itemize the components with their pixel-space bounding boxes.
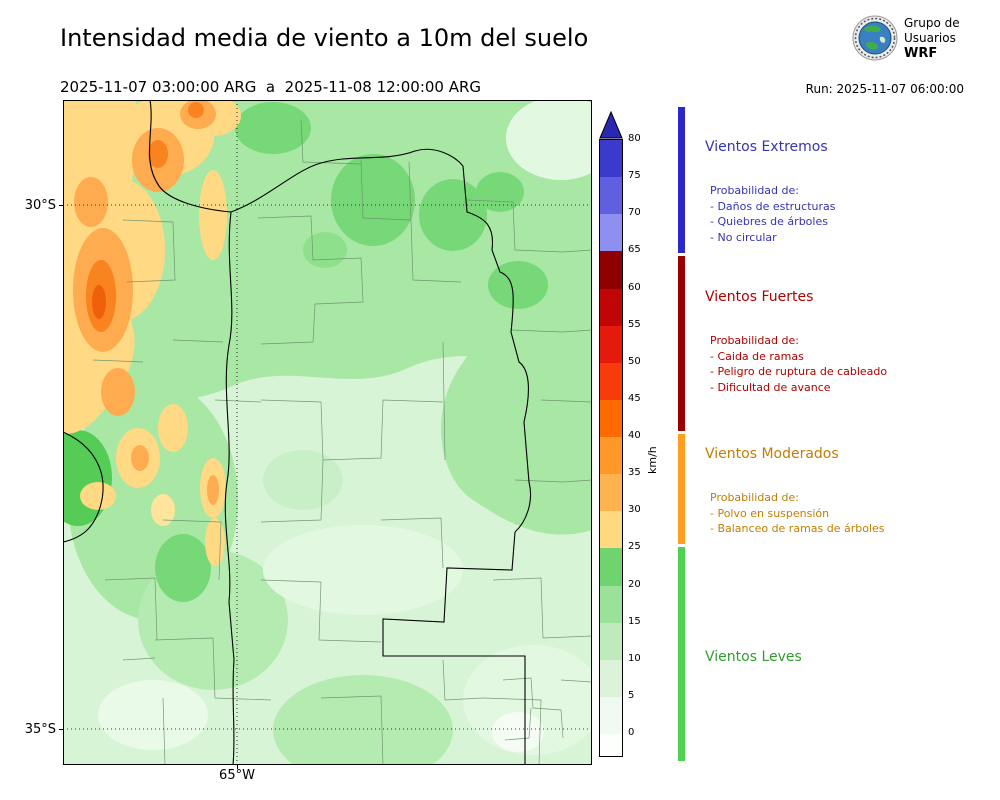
wind-map-canvas bbox=[44, 96, 616, 785]
legend-section-fuertes: Vientos Fuertes Probabilidad de: - Caida… bbox=[705, 289, 887, 395]
globe-icon bbox=[852, 15, 898, 61]
page-title: Intensidad media de viento a 10m del sue… bbox=[60, 24, 589, 52]
gridlines bbox=[63, 100, 592, 765]
legend-prob-label: Probabilidad de: bbox=[710, 334, 799, 347]
colorbar-segment bbox=[600, 548, 622, 586]
colorbar-segment bbox=[600, 251, 622, 289]
xtick-mark bbox=[237, 765, 238, 769]
colorbar-segment bbox=[600, 696, 622, 734]
legend-item: - No circular bbox=[710, 230, 777, 244]
colorbar-tick-label: 10 bbox=[628, 652, 641, 664]
colorbar-unit-label: km/h bbox=[646, 446, 659, 474]
province-boundaries bbox=[62, 99, 532, 766]
colorbar-segment bbox=[600, 177, 622, 215]
period-label: 2025-11-07 03:00:00 ARG a 2025-11-08 12:… bbox=[60, 78, 482, 96]
colorbar-tick-label: 65 bbox=[628, 244, 641, 256]
colorbar-arrow-icon bbox=[599, 111, 623, 139]
colorbar-tick-label: 30 bbox=[628, 504, 641, 516]
wind-map bbox=[44, 96, 616, 785]
legend-title-fuertes: Vientos Fuertes bbox=[705, 289, 814, 305]
legend-bar-fuertes bbox=[678, 256, 685, 431]
colorbar-segment bbox=[600, 511, 622, 549]
legend-prob-label: Probabilidad de: bbox=[710, 491, 799, 504]
legend-title-leves: Vientos Leves bbox=[705, 649, 802, 665]
legend-item: - Dificultad de avance bbox=[710, 380, 831, 394]
legend-section-extremos: Vientos Extremos Probabilidad de: - Daño… bbox=[705, 139, 836, 245]
department-boundaries bbox=[92, 119, 593, 766]
colorbar-segment bbox=[600, 474, 622, 512]
wind-zone-moderate-core bbox=[86, 102, 204, 332]
colorbar-segments bbox=[599, 139, 623, 757]
colorbar-segment bbox=[600, 140, 622, 178]
colorbar-segment bbox=[600, 437, 622, 475]
legend-title-moderados: Vientos Moderados bbox=[705, 446, 839, 462]
legend-item: - Peligro de ruptura de cableado bbox=[710, 365, 888, 378]
colorbar-segment bbox=[600, 362, 622, 400]
legend-bar-leves bbox=[678, 547, 685, 761]
colorbar-tick-label: 55 bbox=[628, 318, 641, 330]
ytick-mark bbox=[59, 205, 63, 206]
legend-bar-extremos bbox=[678, 107, 685, 253]
colorbar-segment bbox=[600, 585, 622, 623]
colorbar-tick-label: 20 bbox=[628, 578, 641, 590]
colorbar-tick-label: 45 bbox=[628, 392, 641, 404]
legend-section-leves: Vientos Leves bbox=[705, 649, 802, 665]
lon-label-65w: 65°W bbox=[219, 768, 255, 783]
colorbar-tick-label: 60 bbox=[628, 281, 641, 293]
logo-text: Grupo de Usuarios WRF bbox=[904, 16, 960, 61]
colorbar-segment bbox=[600, 288, 622, 326]
legend-title-extremos: Vientos Extremos bbox=[705, 139, 828, 155]
colorbar-tick-label: 70 bbox=[628, 207, 641, 219]
colorbar-tick-label: 80 bbox=[628, 133, 641, 144]
colorbar-tick-label: 15 bbox=[628, 615, 641, 627]
colorbar-tick-label: 35 bbox=[628, 467, 641, 479]
colorbar-tick-label: 75 bbox=[628, 170, 641, 182]
colorbar-tick-label: 25 bbox=[628, 541, 641, 553]
lat-label-30s: 30°S bbox=[24, 198, 56, 213]
legend-section-moderados: Vientos Moderados Probabilidad de: - Pol… bbox=[705, 446, 885, 537]
colorbar-tick-label: 0 bbox=[628, 727, 635, 738]
wrf-logo: Grupo de Usuarios WRF bbox=[852, 14, 992, 64]
colorbar-tick-label: 5 bbox=[628, 689, 635, 701]
ytick-mark bbox=[59, 729, 63, 730]
legend-prob-label: Probabilidad de: bbox=[710, 184, 799, 197]
legend-item: - Polvo en suspensión bbox=[710, 506, 830, 520]
colorbar-segment bbox=[600, 214, 622, 252]
colorbar-segment bbox=[600, 622, 622, 660]
logo-line-1: Grupo de bbox=[904, 16, 960, 30]
colorbar-segment bbox=[600, 659, 622, 697]
legend-item: - Caida de ramas bbox=[710, 349, 804, 363]
legend-item: - Balanceo de ramas de árboles bbox=[710, 522, 885, 535]
colorbar-segment bbox=[600, 399, 622, 437]
wind-zone-calm-patches bbox=[98, 96, 616, 755]
lat-label-35s: 35°S bbox=[24, 722, 56, 737]
legend-item: - Daños de estructuras bbox=[710, 199, 836, 213]
legend-item: - Quiebres de árboles bbox=[710, 215, 828, 228]
map-border bbox=[63, 100, 592, 765]
colorbar-segment bbox=[600, 734, 622, 756]
logo-line-2: Usuarios bbox=[904, 31, 956, 45]
legend-bar-moderados bbox=[678, 434, 685, 544]
logo-line-3: WRF bbox=[904, 46, 938, 61]
colorbar-tick-label: 40 bbox=[628, 430, 641, 441]
colorbar-segment bbox=[600, 325, 622, 363]
colorbar-tick-label: 50 bbox=[628, 355, 641, 367]
run-label: Run: 2025-11-07 06:00:00 bbox=[805, 82, 964, 96]
